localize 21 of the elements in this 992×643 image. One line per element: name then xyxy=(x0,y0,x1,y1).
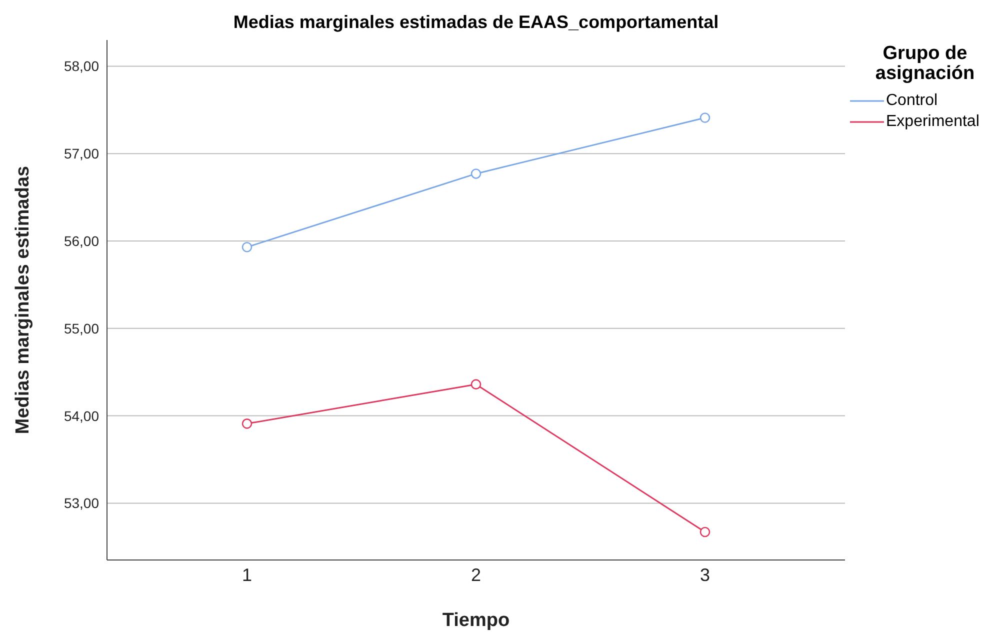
point xyxy=(470,168,482,179)
y-axis-title: Medias marginales estimadas xyxy=(12,166,34,434)
point xyxy=(700,112,710,123)
x-tick-label: 3 xyxy=(700,564,710,585)
x-axis-title: Tiempo xyxy=(442,610,510,631)
point xyxy=(242,418,252,429)
y-tick-label: 58,00 xyxy=(64,58,100,74)
y-tick-label: 54,00 xyxy=(64,408,100,424)
point xyxy=(242,242,252,252)
legend-title: Grupo de asignación xyxy=(874,43,976,84)
legend-label: Experimental xyxy=(886,112,980,130)
x-tick-label: 1 xyxy=(242,564,252,585)
chart-title: Medias marginales estimadas de EAAS_comportamental xyxy=(232,12,720,33)
legend-label: Control xyxy=(886,92,938,110)
x-tick-label: 2 xyxy=(470,564,482,585)
point xyxy=(470,379,482,390)
point xyxy=(700,526,710,538)
y-tick-label: 55,00 xyxy=(64,320,100,336)
y-tick-label: 53,00 xyxy=(64,495,100,512)
y-tick-label: 57,00 xyxy=(64,146,100,162)
y-tick-label: 56,00 xyxy=(64,232,100,249)
